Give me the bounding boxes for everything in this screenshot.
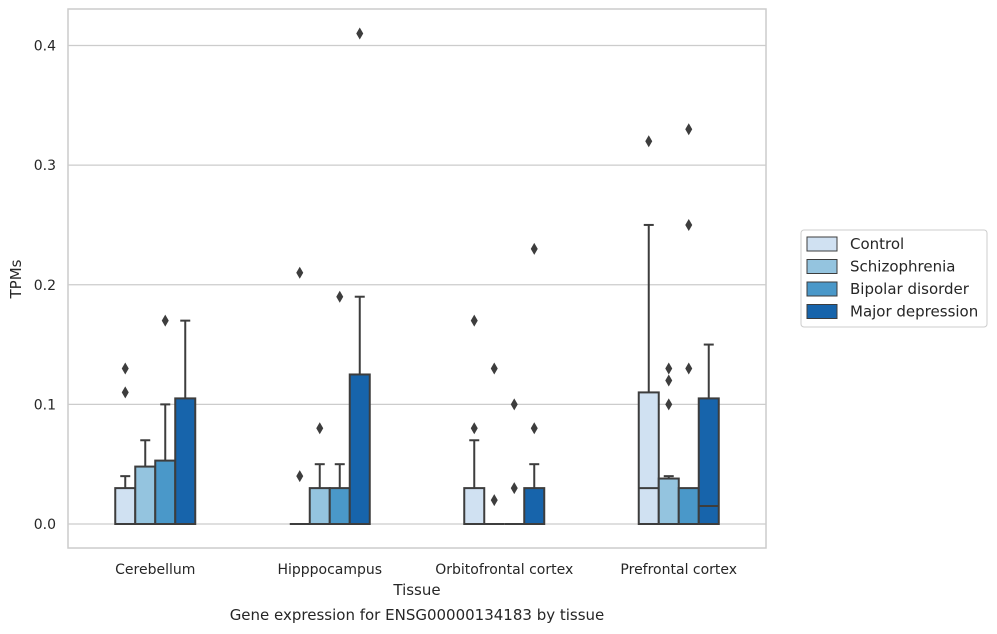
box-0-0 <box>114 362 137 525</box>
outlier-marker <box>530 242 538 255</box>
box-groups <box>114 27 720 526</box>
x-tick-label: Hipppocampus <box>277 562 382 578</box>
box-body <box>348 373 371 525</box>
outlier-marker <box>296 266 304 279</box>
box-body <box>697 397 720 525</box>
y-tick-label: 0.3 <box>34 158 56 174</box>
box-0-3 <box>637 135 660 525</box>
box-body <box>308 487 331 525</box>
box-2-0 <box>154 314 177 526</box>
grid-lines <box>68 44 766 525</box>
outlier-marker <box>470 422 478 435</box>
box-2-2 <box>504 398 525 525</box>
outlier-marker <box>510 398 518 411</box>
legend-label: Major depression <box>850 303 978 321</box>
box-0-1 <box>289 266 310 525</box>
y-tick-label: 0.1 <box>34 397 56 413</box>
outlier-marker <box>296 470 304 483</box>
outlier-marker <box>685 123 693 136</box>
outlier-marker <box>336 290 344 303</box>
box-1-2 <box>484 362 505 525</box>
legend-swatch <box>806 259 838 274</box>
outlier-marker <box>665 374 673 387</box>
box-2-3 <box>677 123 700 525</box>
box-body <box>463 487 486 525</box>
y-axis-title: TPMs <box>7 259 25 299</box>
y-tick-label: 0.2 <box>34 278 56 294</box>
box-body <box>657 477 680 526</box>
legend-label: Schizophrenia <box>850 258 955 276</box>
outlier-marker <box>665 398 673 411</box>
outlier-marker <box>645 135 653 148</box>
x-tick-label: Prefrontal cortex <box>620 562 737 578</box>
box-2-1 <box>328 290 351 525</box>
box-1-3 <box>657 362 680 526</box>
plot-frame <box>67 8 767 549</box>
legend-label: Bipolar disorder <box>850 280 970 298</box>
outlier-marker <box>121 362 129 375</box>
figure-caption: Gene expression for ENSG00000134183 by t… <box>229 606 605 624</box>
outlier-marker <box>665 362 673 375</box>
box-body <box>134 465 157 525</box>
box-1-0 <box>134 439 157 525</box>
legend-swatch <box>806 304 838 319</box>
outlier-marker <box>490 362 498 375</box>
x-axis-title: Tissue <box>392 581 440 599</box>
legend-swatch <box>806 236 838 252</box>
box-body <box>174 397 197 525</box>
outlier-marker <box>685 218 693 231</box>
y-tick-label: 0.4 <box>34 39 56 55</box>
box-body <box>637 391 660 525</box>
box-0-2 <box>463 314 486 525</box>
outlier-marker <box>530 422 538 435</box>
outlier-marker <box>356 27 364 40</box>
box-body <box>677 487 700 525</box>
box-1-1 <box>308 422 331 525</box>
outlier-marker <box>685 362 693 375</box>
box-body <box>523 487 546 525</box>
legend-label: Control <box>850 235 904 253</box>
x-tick-label: Cerebellum <box>115 562 195 578</box>
box-3-2 <box>523 242 546 525</box>
outlier-marker <box>316 422 324 435</box>
x-tick-label: Orbitofrontal cortex <box>435 562 573 578</box>
box-3-1 <box>348 27 371 525</box>
legend: Control Schizophrenia Bipolar disorder Majo… <box>800 229 988 328</box>
y-tick-labels: 0.0 0.1 0.2 0.3 0.4 <box>34 39 56 534</box>
legend-swatch <box>806 281 838 297</box>
legend-frame <box>800 229 988 328</box>
y-tick-label: 0.0 <box>34 517 56 533</box>
box-body <box>154 459 177 526</box>
x-tick-labels: Cerebellum Hipppocampus Orbitofrontal cort… <box>115 562 737 578</box>
box-body <box>114 487 137 525</box>
box-3-0 <box>174 319 197 525</box>
outlier-marker <box>510 482 518 495</box>
outlier-marker <box>161 314 169 327</box>
box-3-3 <box>697 343 720 525</box>
box-body <box>328 487 351 525</box>
outlier-marker <box>490 494 498 507</box>
outlier-marker <box>121 386 129 399</box>
outlier-marker <box>470 314 478 327</box>
